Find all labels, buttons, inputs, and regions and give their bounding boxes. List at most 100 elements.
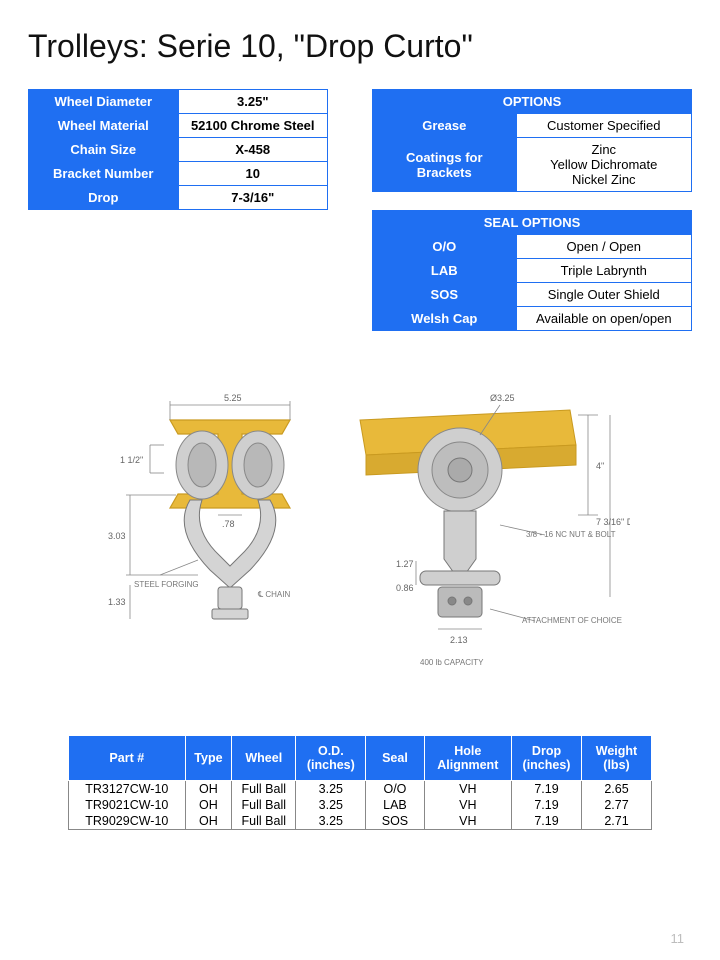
- cell: VH: [424, 797, 511, 813]
- table-row: O/OOpen / Open: [373, 235, 692, 259]
- spec-value: 52100 Chrome Steel: [178, 114, 328, 138]
- table-row: TR9021CW-10 OH Full Ball 3.25 LAB VH 7.1…: [69, 797, 652, 813]
- table-row: Wheel Material52100 Chrome Steel: [29, 114, 328, 138]
- cell: 7.19: [512, 797, 582, 813]
- table-row: LABTriple Labrynth: [373, 259, 692, 283]
- cell: LAB: [366, 797, 424, 813]
- right-view: Ø3.25 4" 7 3/16" DROP 3/8 - 16 NC NUT & …: [360, 393, 630, 667]
- label-attachment: ATTACHMENT OF CHOICE: [522, 616, 622, 625]
- table-row: Coatings for Brackets Zinc Yellow Dichro…: [373, 138, 692, 192]
- bracket-icon: [184, 500, 276, 619]
- option-value: Zinc Yellow Dichromate Nickel Zinc: [516, 138, 691, 192]
- col-header: O.D. (inches): [296, 736, 366, 781]
- page-title: Trolleys: Serie 10, "Drop Curto": [28, 28, 692, 65]
- seal-label: O/O: [373, 235, 517, 259]
- left-view: 5.25 1 1/2" .78 3.03: [108, 393, 290, 619]
- spec-value: 3.25": [178, 90, 328, 114]
- table-row: TR3127CW-10 OH Full Ball 3.25 O/O VH 7.1…: [69, 781, 652, 798]
- col-header: Type: [185, 736, 232, 781]
- table-row: Chain SizeX-458: [29, 138, 328, 162]
- option-value: Customer Specified: [516, 114, 691, 138]
- spec-value: 7-3/16": [178, 186, 328, 210]
- seal-value: Triple Labrynth: [516, 259, 691, 283]
- col-header: Seal: [366, 736, 424, 781]
- col-header: Hole Alignment: [424, 736, 511, 781]
- dim-drop: 7 3/16" DROP: [596, 517, 630, 527]
- spec-value: 10: [178, 162, 328, 186]
- dim-bot-left: 1.33: [108, 597, 126, 607]
- dim-r1: 1.27: [396, 559, 414, 569]
- spec-label: Wheel Diameter: [29, 90, 179, 114]
- page-number: 11: [671, 931, 685, 946]
- options-header: OPTIONS: [373, 90, 692, 114]
- table-row: Grease Customer Specified: [373, 114, 692, 138]
- parts-table: Part # Type Wheel O.D. (inches) Seal Hol…: [68, 735, 652, 830]
- cell: OH: [185, 797, 232, 813]
- dim-gap: .78: [222, 519, 235, 529]
- dim-right-height: 4": [596, 461, 604, 471]
- spec-label: Wheel Material: [29, 114, 179, 138]
- seal-header: SEAL OPTIONS: [373, 211, 692, 235]
- trolley-diagram: 5.25 1 1/2" .78 3.03: [90, 365, 630, 685]
- seal-value: Open / Open: [516, 235, 691, 259]
- col-header: Drop (inches): [512, 736, 582, 781]
- spec-label: Bracket Number: [29, 162, 179, 186]
- cell: SOS: [366, 813, 424, 830]
- specs-table: Wheel Diameter3.25" Wheel Material52100 …: [28, 89, 328, 210]
- col-header: Wheel: [232, 736, 296, 781]
- option-label: Coatings for Brackets: [373, 138, 517, 192]
- label-capacity: 400 lb CAPACITY: [420, 658, 484, 667]
- seal-value: Available on open/open: [516, 307, 691, 331]
- seal-value: Single Outer Shield: [516, 283, 691, 307]
- seal-label: SOS: [373, 283, 517, 307]
- options-table: OPTIONS Grease Customer Specified Coatin…: [372, 89, 692, 192]
- label-chain-cl: ℄ CHAIN: [257, 590, 290, 599]
- cell: 7.19: [512, 813, 582, 830]
- seal-label: LAB: [373, 259, 517, 283]
- cell: Full Ball: [232, 813, 296, 830]
- cell: VH: [424, 813, 511, 830]
- cell: TR3127CW-10: [69, 781, 186, 798]
- tables-row: Wheel Diameter3.25" Wheel Material52100 …: [28, 89, 692, 331]
- cell: 3.25: [296, 781, 366, 798]
- dim-width-top: 5.25: [224, 393, 242, 403]
- dim-left-small: 1 1/2": [120, 455, 143, 465]
- dim-r2: 0.86: [396, 583, 414, 593]
- dim-wheel-dia: Ø3.25: [490, 393, 515, 403]
- table-row: Wheel Diameter3.25": [29, 90, 328, 114]
- table-row: TR9029CW-10 OH Full Ball 3.25 SOS VH 7.1…: [69, 813, 652, 830]
- table-row: Drop7-3/16": [29, 186, 328, 210]
- cell: TR9021CW-10: [69, 797, 186, 813]
- cell: Full Ball: [232, 797, 296, 813]
- cell: OH: [185, 813, 232, 830]
- cell: 3.25: [296, 797, 366, 813]
- seal-label: Welsh Cap: [373, 307, 517, 331]
- option-label: Grease: [373, 114, 517, 138]
- cell: OH: [185, 781, 232, 798]
- spec-label: Chain Size: [29, 138, 179, 162]
- table-row: Bracket Number10: [29, 162, 328, 186]
- cell: O/O: [366, 781, 424, 798]
- diagram-svg: 5.25 1 1/2" .78 3.03: [90, 365, 630, 685]
- label-nut-bolt: 3/8 - 16 NC NUT & BOLT: [526, 530, 616, 539]
- col-header: Part #: [69, 736, 186, 781]
- table-row: SOSSingle Outer Shield: [373, 283, 692, 307]
- wheel-front-icon: [418, 428, 502, 512]
- col-header: Weight (lbs): [581, 736, 651, 781]
- table-header-row: Part # Type Wheel O.D. (inches) Seal Hol…: [69, 736, 652, 781]
- cell: 7.19: [512, 781, 582, 798]
- spec-value: X-458: [178, 138, 328, 162]
- dim-height-left: 3.03: [108, 531, 126, 541]
- cell: Full Ball: [232, 781, 296, 798]
- cell: VH: [424, 781, 511, 798]
- seal-options-table: SEAL OPTIONS O/OOpen / Open LABTriple La…: [372, 210, 692, 331]
- table-row: Welsh CapAvailable on open/open: [373, 307, 692, 331]
- dim-r3: 2.13: [450, 635, 468, 645]
- label-steel-forging: STEEL FORGING: [134, 580, 199, 589]
- cell: 2.77: [581, 797, 651, 813]
- cell: 2.71: [581, 813, 651, 830]
- hanger-icon: [420, 511, 500, 617]
- cell: TR9029CW-10: [69, 813, 186, 830]
- cell: 2.65: [581, 781, 651, 798]
- cell: 3.25: [296, 813, 366, 830]
